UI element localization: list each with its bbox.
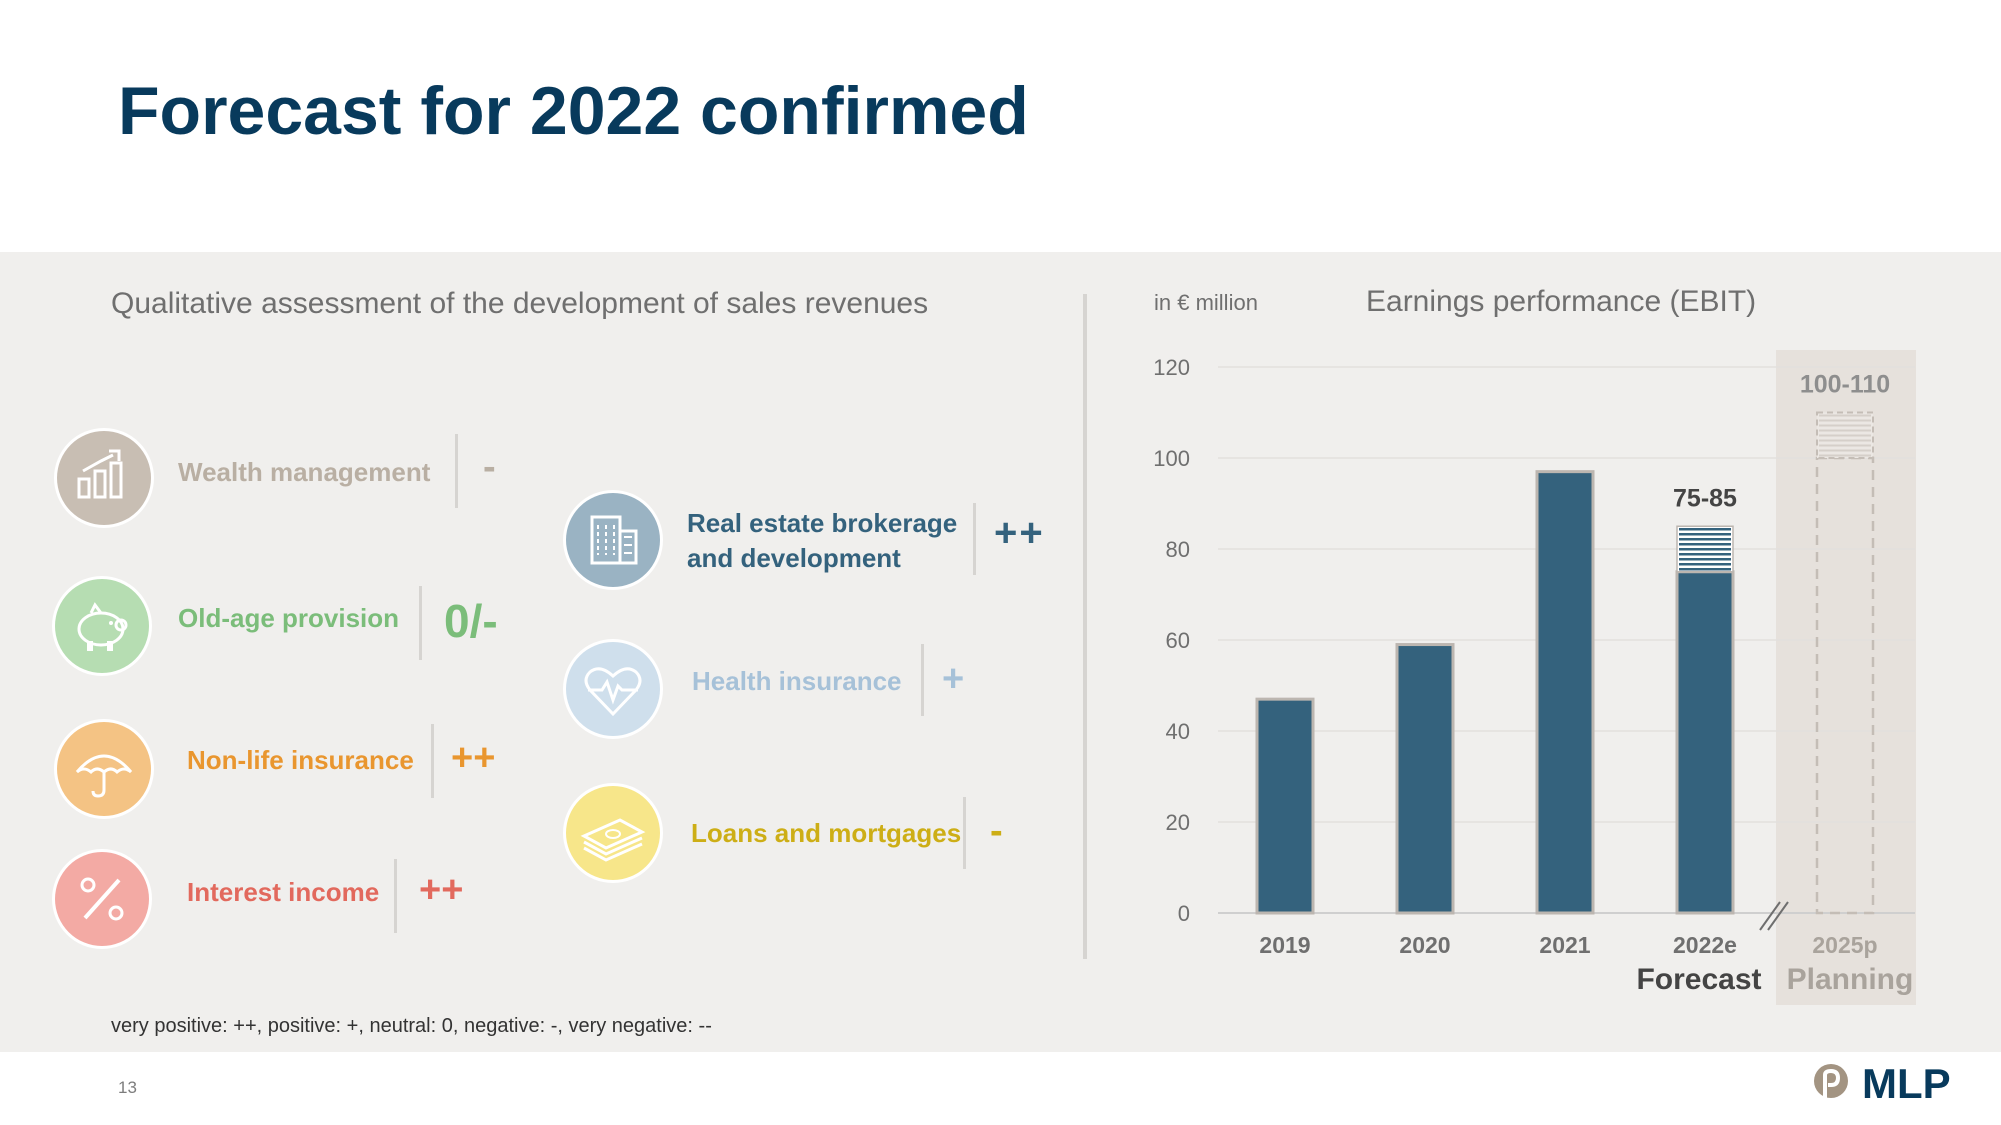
x-tick-label: 2025p <box>1812 932 1877 958</box>
mlp-logo: MLP <box>1812 1060 1952 1110</box>
bar <box>1535 470 1595 915</box>
rating: ++ <box>451 737 496 779</box>
forecast-label: Forecast <box>1636 963 1761 996</box>
bar <box>1395 643 1455 915</box>
segment-name-line2: and development <box>687 543 901 573</box>
building-icon <box>566 493 660 587</box>
segment-name: Old-age provision <box>178 603 400 633</box>
page-number: 13 <box>118 1078 137 1097</box>
left-heading: Qualitative assessment of the developmen… <box>111 287 929 320</box>
rating: - <box>483 446 496 488</box>
y-tick-label: 80 <box>1166 537 1190 562</box>
x-tick-label: 2019 <box>1259 932 1310 958</box>
y-tick-label: 40 <box>1166 719 1190 744</box>
rating-legend-footnote: very positive: ++, positive: +, neutral:… <box>111 1015 712 1037</box>
axis-break-mark <box>1759 901 1781 931</box>
segment-name: Health insurance <box>692 666 902 696</box>
y-tick-label: 20 <box>1166 810 1190 835</box>
heart-pulse-icon <box>566 642 660 736</box>
separator <box>455 434 458 508</box>
percent-icon <box>55 852 149 946</box>
axis-break-mark <box>1767 901 1789 931</box>
panel-divider <box>1083 294 1087 959</box>
ebit-bar-chart: 0 20 40 60 80 100 120 2019 2020 2021 75-85 2022e 100… <box>1153 350 1916 1005</box>
y-tick-label: 120 <box>1153 355 1190 380</box>
rating: + <box>942 658 965 700</box>
planning-label: Planning <box>1787 963 1914 996</box>
piggy-bank-icon <box>55 579 149 673</box>
range-label: 100-110 <box>1800 371 1890 399</box>
mlp-logo-icon <box>1814 1064 1848 1098</box>
rating: ++ <box>419 869 464 911</box>
separator <box>921 644 924 716</box>
x-tick-label: 2021 <box>1539 932 1590 958</box>
separator <box>973 503 976 575</box>
segment-name: Loans and mortgages <box>691 818 962 848</box>
segment-name-line1: Real estate brokerage <box>687 508 958 538</box>
y-tick-label: 0 <box>1178 901 1190 926</box>
bar-chart-icon <box>57 431 151 525</box>
banknotes-icon <box>566 786 660 880</box>
separator <box>431 724 434 798</box>
chart-title: Earnings performance (EBIT) <box>1366 285 1757 318</box>
separator <box>963 797 966 869</box>
segment-name: Interest income <box>187 877 380 907</box>
y-tick-label: 60 <box>1166 628 1190 653</box>
umbrella-icon <box>57 722 151 816</box>
separator <box>394 859 397 933</box>
separator <box>419 586 422 660</box>
segment-name: Wealth management <box>178 457 431 487</box>
segment-name: Non-life insurance <box>187 745 414 775</box>
bar <box>1675 570 1735 915</box>
content-panel <box>0 252 2001 1052</box>
x-tick-label: 2022e <box>1673 932 1737 958</box>
chart-unit-label: in € million <box>1154 290 1258 315</box>
bar <box>1255 697 1315 915</box>
rating: 0/- <box>444 595 498 647</box>
page-title: Forecast for 2022 confirmed <box>118 73 1029 149</box>
x-tick-label: 2020 <box>1399 932 1450 958</box>
y-tick-label: 100 <box>1153 446 1190 471</box>
rating: - <box>990 810 1003 852</box>
mlp-logo-text: MLP <box>1862 1060 1951 1107</box>
rating: ++ <box>994 511 1045 555</box>
planning-highlight <box>1776 350 1916 1005</box>
range-label: 75-85 <box>1673 484 1737 512</box>
